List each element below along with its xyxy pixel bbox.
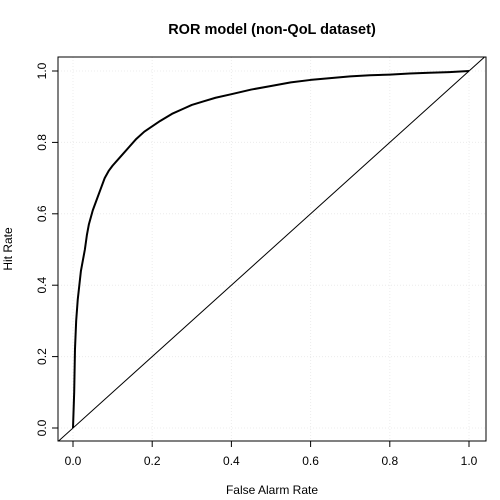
x-tick-label-5: 1.0 <box>461 454 478 468</box>
y-axis-label: Hit Rate <box>1 227 15 271</box>
y-tick-label-2: 0.4 <box>35 277 49 294</box>
x-tick-label-0: 0.0 <box>65 454 82 468</box>
x-axis-label: False Alarm Rate <box>226 483 318 497</box>
x-axis: 0.0 0.2 0.4 0.6 0.8 1.0 <box>65 440 478 468</box>
y-tick-label-5: 1.0 <box>35 62 49 79</box>
diagonal-reference-line <box>58 57 486 441</box>
x-tick-label-4: 0.8 <box>381 454 398 468</box>
y-tick-label-0: 0.0 <box>35 419 49 436</box>
roc-curve-line <box>72 70 470 429</box>
x-tick-label-1: 0.2 <box>144 454 161 468</box>
series-layer <box>58 57 486 441</box>
chart-title: ROR model (non-QoL dataset) <box>168 22 376 38</box>
grid <box>58 57 486 441</box>
x-tick-label-2: 0.4 <box>223 454 240 468</box>
y-tick-label-1: 0.2 <box>35 348 49 365</box>
y-tick-label-3: 0.6 <box>35 205 49 222</box>
y-tick-label-4: 0.8 <box>35 134 49 151</box>
y-axis: 0.0 0.2 0.4 0.6 0.8 1.0 <box>35 62 59 436</box>
x-tick-label-3: 0.6 <box>302 454 319 468</box>
